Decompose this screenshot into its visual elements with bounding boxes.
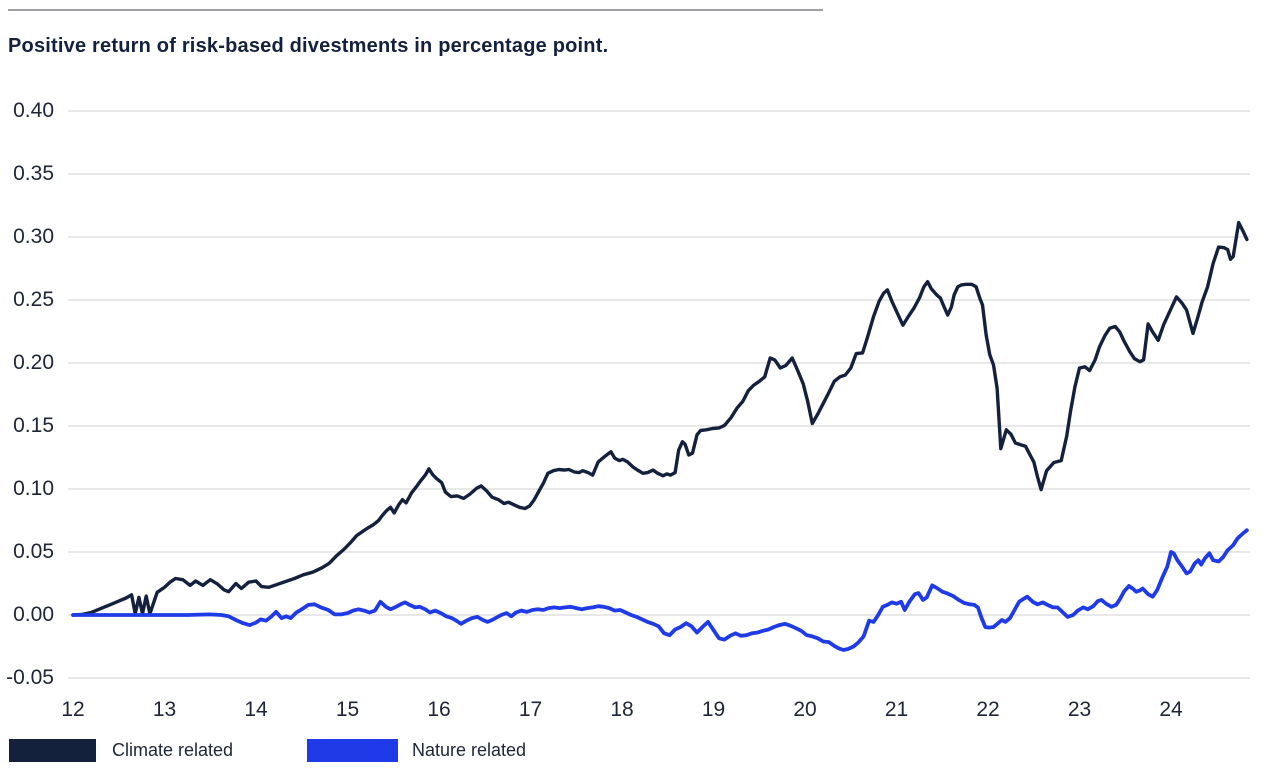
legend-swatch-nature [307,739,398,762]
y-tick-label: 0.15 [13,414,54,437]
x-tick-label: 20 [793,698,817,721]
y-tick-label: 0.20 [13,351,54,374]
x-tick-label: 12 [61,698,85,721]
top-rule-divider [8,9,823,11]
y-tick-label: 0.10 [13,477,54,500]
x-tick-label: 13 [152,698,177,721]
x-tick-label: 15 [335,698,360,721]
x-tick-label: 16 [427,698,451,721]
legend-label-climate: Climate related [112,740,234,760]
x-tick-label: 24 [1159,698,1183,721]
chart-legend: Climate related Nature related [0,738,1275,764]
y-tick-label: 0.25 [13,288,54,311]
legend-swatch-climate [9,739,96,762]
x-tick-label: 22 [976,698,1000,721]
series-line-nature-related [71,528,1249,652]
y-tick-label: -0.05 [6,666,54,689]
y-tick-label: 0.00 [13,603,54,626]
x-tick-label: 18 [610,698,634,721]
y-tick-label: 0.35 [13,162,54,185]
x-tick-label: 23 [1067,698,1092,721]
x-tick-label: 14 [244,698,268,721]
x-tick-label: 21 [884,698,909,721]
legend-label-nature: Nature related [412,740,527,760]
y-tick-label: 0.40 [13,99,54,122]
y-tick-label: 0.05 [13,540,54,563]
x-tick-label: 19 [701,698,726,721]
y-tick-label: 0.30 [13,225,54,248]
series-line-climate-related [71,220,1249,617]
x-tick-label: 17 [518,698,543,721]
chart-title: Positive return of risk-based divestment… [8,35,609,57]
